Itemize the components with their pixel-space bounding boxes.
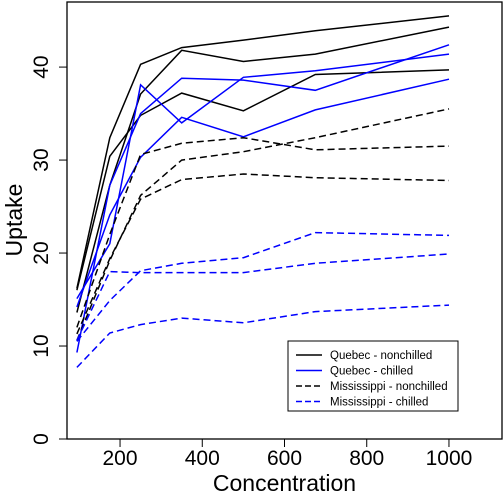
legend: Quebec - nonchilled Quebec - chilled Missi… — [287, 340, 459, 412]
x-axis-title: Concentration — [213, 470, 356, 496]
legend-label: Mississippi - chilled — [330, 397, 428, 409]
y-tick-label: 40 — [30, 55, 53, 78]
x-tick-label: 200 — [103, 447, 138, 470]
legend-label: Mississippi - nonchilled — [330, 381, 448, 393]
y-tick-label: 10 — [30, 334, 53, 357]
series-line-1 — [76, 69, 450, 291]
series-line-4 — [76, 78, 450, 308]
x-tick-label: 1000 — [426, 447, 473, 470]
legend-label: Quebec - nonchilled — [330, 350, 432, 362]
x-tick-label: 400 — [185, 447, 220, 470]
legend-label: Quebec - chilled — [330, 366, 413, 378]
series-line-10 — [76, 231, 450, 342]
legend-box — [287, 340, 459, 412]
y-axis: 0 10 20 30 40 — [30, 55, 67, 445]
series-line-5 — [76, 44, 450, 353]
y-tick-label: 0 — [30, 433, 53, 445]
series-line-2 — [76, 26, 450, 313]
series-line-3 — [76, 15, 450, 289]
x-tick-label: 800 — [349, 447, 384, 470]
series-line-8 — [76, 136, 450, 328]
series-line-12 — [76, 253, 450, 341]
x-axis: 200 400 600 800 1000 — [103, 439, 473, 470]
y-tick-label: 30 — [30, 148, 53, 171]
x-tick-label: 600 — [267, 447, 302, 470]
series-line-6 — [76, 53, 450, 299]
y-axis-title: Uptake — [1, 184, 27, 257]
series-lines — [76, 15, 450, 368]
y-tick-label: 20 — [30, 241, 53, 264]
series-line-9 — [76, 173, 450, 335]
series-line-11 — [76, 304, 450, 368]
series-line-7 — [76, 108, 450, 341]
